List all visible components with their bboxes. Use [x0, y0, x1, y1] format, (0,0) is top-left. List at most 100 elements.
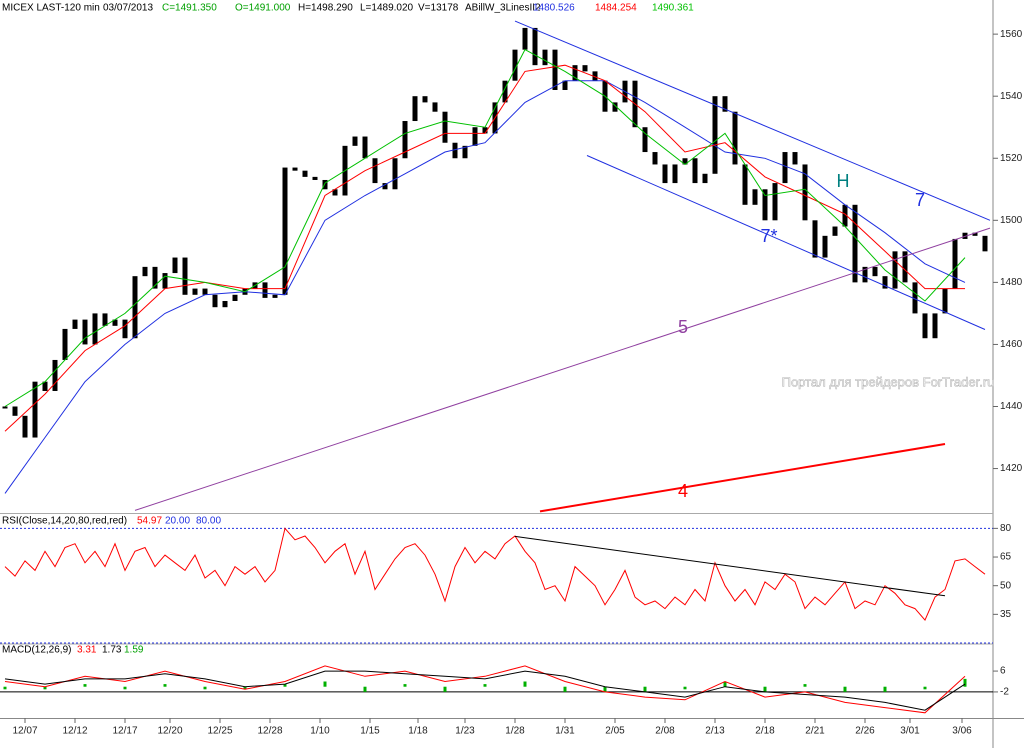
- candle: [312, 176, 318, 180]
- candle: [332, 189, 338, 196]
- quote-value: 80.00: [196, 516, 221, 527]
- rsi-line: [4, 527, 986, 622]
- candle: [822, 235, 828, 258]
- candle: [502, 80, 508, 103]
- y-tick-label: 35: [1000, 609, 1012, 620]
- y-tick-label: 1560: [1000, 29, 1023, 40]
- candle: [282, 167, 288, 295]
- x-tick-label: 1/10: [310, 726, 330, 737]
- candle: [712, 96, 718, 174]
- candle: [122, 319, 128, 339]
- candle: [442, 111, 448, 143]
- candle: [582, 65, 588, 72]
- candle: [672, 164, 678, 184]
- histogram-bar: [323, 681, 327, 687]
- candle: [202, 288, 208, 295]
- candle: [762, 189, 768, 221]
- histogram-bar: [883, 686, 887, 692]
- macd-line: [4, 670, 966, 711]
- y-tick-label: 1440: [1000, 401, 1023, 412]
- candle: [542, 49, 548, 66]
- candle: [92, 313, 98, 345]
- histogram-bar: [483, 684, 487, 687]
- quote-value: O=1491.000: [235, 3, 291, 14]
- candle: [472, 127, 478, 146]
- candle: [152, 266, 158, 289]
- panel-title: MACD(12,26,9): [2, 645, 71, 656]
- annotation: 5: [678, 317, 688, 337]
- candle: [812, 220, 818, 258]
- annotation: 7: [915, 190, 925, 210]
- histogram-bar: [843, 686, 847, 692]
- histogram-bar: [763, 686, 767, 692]
- quote-value: C=1491.350: [162, 3, 217, 14]
- y-tick-label: 6: [1000, 666, 1006, 677]
- y-tick-label: 65: [1000, 552, 1012, 563]
- macd-line: [4, 665, 966, 714]
- histogram-bar: [723, 681, 727, 687]
- candle: [862, 266, 868, 283]
- candle: [882, 276, 888, 289]
- candle: [372, 158, 378, 184]
- panel-title: MICEX LAST-120 min: [2, 3, 100, 14]
- candle: [782, 152, 788, 184]
- candle: [642, 127, 648, 153]
- candle: [742, 164, 748, 205]
- candle: [362, 136, 368, 159]
- candle: [302, 170, 308, 177]
- x-tick-label: 12/12: [62, 726, 87, 737]
- candle: [102, 313, 108, 326]
- trendline: [586, 155, 986, 330]
- candle: [142, 266, 148, 277]
- histogram-bar: [643, 686, 647, 692]
- candle: [942, 288, 948, 314]
- histogram-bar: [563, 686, 567, 692]
- histogram-bar: [43, 686, 47, 690]
- candle: [562, 80, 568, 90]
- candle: [802, 164, 808, 221]
- trendline: [514, 20, 991, 221]
- candle: [612, 102, 618, 112]
- quote-value: 20.00: [165, 516, 190, 527]
- candle: [22, 415, 28, 438]
- candle: [42, 381, 48, 391]
- x-tick-label: 3/01: [900, 726, 920, 737]
- candle: [132, 276, 138, 339]
- histogram-bar: [803, 684, 807, 687]
- x-tick-label: 2/21: [805, 726, 825, 737]
- x-tick-label: 2/05: [605, 726, 625, 737]
- candle: [662, 164, 668, 184]
- histogram-bar: [683, 686, 687, 690]
- candle: [12, 406, 18, 416]
- quote-value: V=13178: [418, 3, 459, 14]
- quote-value: 1.73: [102, 645, 122, 656]
- quote-value: 3.31: [77, 645, 97, 656]
- candle: [702, 173, 708, 184]
- candle: [222, 300, 228, 308]
- histogram-bar: [603, 686, 607, 692]
- candle: [192, 288, 198, 295]
- candle: [912, 282, 918, 314]
- x-tick-label: 2/18: [755, 726, 775, 737]
- candle: [112, 319, 118, 326]
- x-tick-label: 2/26: [855, 726, 875, 737]
- candle: [2, 406, 8, 409]
- x-tick-label: 12/07: [12, 726, 37, 737]
- candle: [212, 294, 218, 308]
- y-tick-label: 1480: [1000, 277, 1023, 288]
- candle: [772, 183, 778, 221]
- y-tick-label: 1500: [1000, 215, 1023, 226]
- candle: [902, 251, 908, 283]
- candle: [62, 328, 68, 360]
- candle: [682, 158, 688, 165]
- candle: [932, 313, 938, 339]
- histogram-bar: [963, 678, 967, 687]
- histogram-bar: [83, 684, 87, 687]
- candle: [572, 65, 578, 81]
- y-tick-label: -2: [1000, 687, 1009, 698]
- candle: [952, 238, 958, 289]
- candle: [752, 189, 758, 205]
- y-tick-label: 1540: [1000, 91, 1023, 102]
- x-tick-label: 2/08: [655, 726, 675, 737]
